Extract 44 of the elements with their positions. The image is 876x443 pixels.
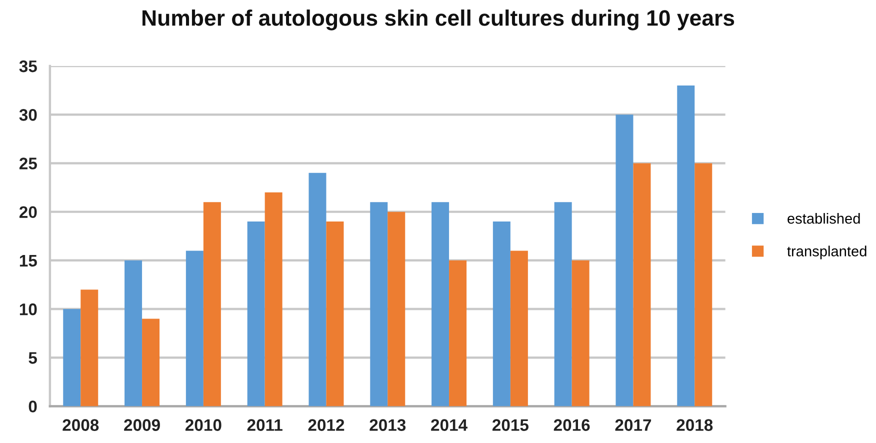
bar (388, 212, 406, 406)
chart-title: Number of autologous skin cell cultures during 10 years (142, 10, 734, 30)
x-tick-label: 2012 (308, 419, 344, 431)
bar (572, 260, 590, 406)
bar (370, 202, 388, 406)
y-tick-label: 20 (19, 206, 37, 218)
bar (247, 222, 265, 406)
bar (326, 222, 344, 406)
bar (124, 260, 142, 406)
x-tick-label: 2015 (492, 419, 529, 431)
x-tick-label: 2017 (615, 419, 652, 431)
y-tick-label: 5 (28, 352, 37, 364)
y-tick-label: 0 (28, 400, 37, 412)
bar (554, 202, 572, 406)
x-tick-label: 2009 (124, 419, 160, 431)
bar (449, 260, 467, 406)
x-tick-label: 2016 (554, 419, 590, 431)
bar (203, 202, 221, 406)
bar (186, 250, 204, 406)
y-tick-label: 25 (19, 158, 37, 170)
x-tick-label: 2011 (247, 419, 282, 431)
bar (80, 290, 98, 406)
bar (633, 163, 651, 406)
bar (616, 114, 634, 406)
legend-label: established (788, 213, 860, 224)
bar (264, 192, 282, 406)
x-tick-label: 2018 (676, 419, 713, 431)
bar (492, 222, 510, 406)
bar (63, 309, 81, 406)
bar (142, 318, 160, 406)
y-tick-label: 35 (19, 60, 37, 72)
legend-label: transplanted (787, 246, 866, 260)
x-tick-label: 2008 (62, 419, 99, 431)
bar (308, 172, 326, 406)
y-tick-label: 10 (20, 303, 37, 316)
x-tick-label: 2013 (370, 419, 406, 431)
bar (432, 202, 450, 406)
bar (694, 163, 712, 406)
x-tick-label: 2010 (185, 419, 222, 431)
bar (677, 85, 695, 406)
y-tick-label: 15 (20, 254, 37, 267)
bar (510, 250, 528, 406)
x-tick-label: 2014 (431, 419, 468, 431)
y-tick-label: 30 (19, 109, 37, 121)
